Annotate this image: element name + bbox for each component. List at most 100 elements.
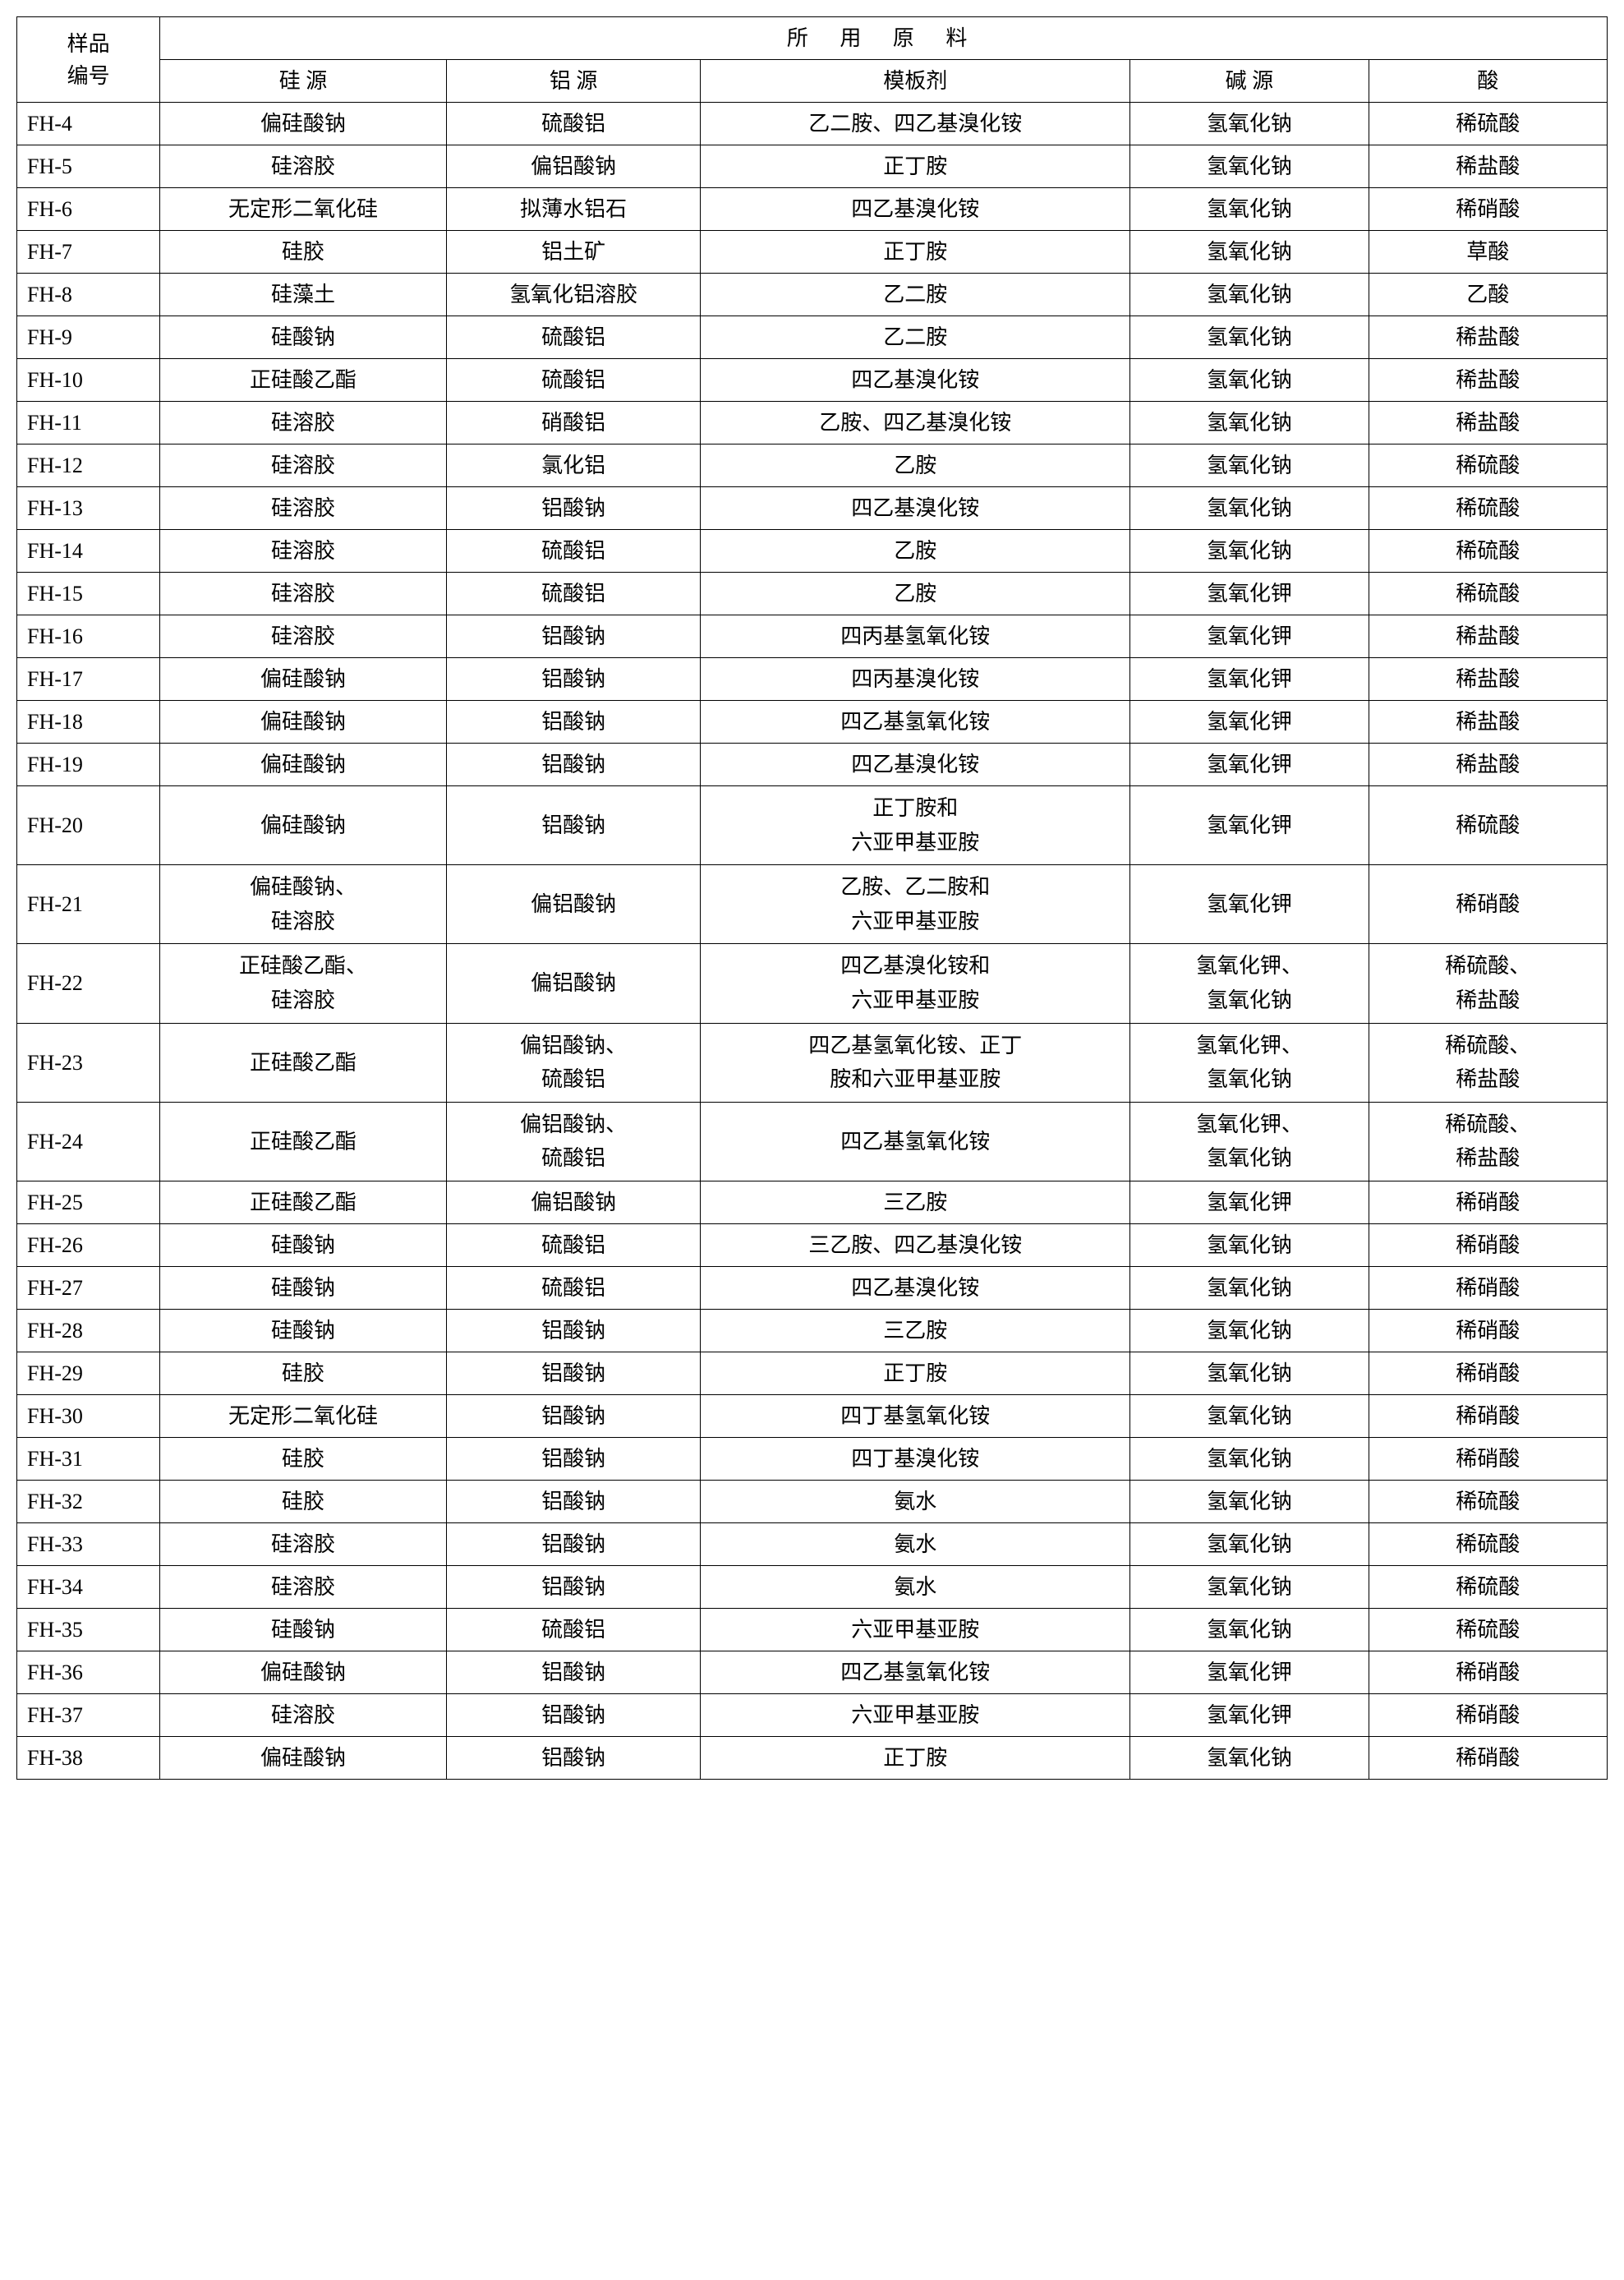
header-sample-line1: 样品 xyxy=(67,32,110,56)
cell-acid: 稀盐酸 xyxy=(1369,658,1607,701)
table-row: FH-26硅酸钠硫酸铝三乙胺、四乙基溴化铵氢氧化钠稀硝酸 xyxy=(17,1223,1608,1266)
cell-al-source: 铝酸钠 xyxy=(446,1480,701,1522)
cell-template: 六亚甲基亚胺 xyxy=(701,1608,1130,1651)
cell-acid: 稀盐酸 xyxy=(1369,145,1607,188)
cell-base-source: 氢氧化钾 xyxy=(1130,865,1369,944)
cell-template: 四乙基溴化铵和六亚甲基亚胺 xyxy=(701,944,1130,1023)
table-row: FH-21偏硅酸钠、硅溶胶偏铝酸钠乙胺、乙二胺和六亚甲基亚胺氢氧化钾稀硝酸 xyxy=(17,865,1608,944)
cell-acid-line: 稀硫酸、 xyxy=(1445,954,1530,978)
cell-acid: 稀盐酸 xyxy=(1369,744,1607,786)
cell-base-source: 氢氧化钾 xyxy=(1130,1693,1369,1736)
cell-sample-id: FH-17 xyxy=(17,658,160,701)
cell-si-source: 硅溶胶 xyxy=(160,1522,446,1565)
header-sample-line2: 编号 xyxy=(67,64,110,88)
cell-acid: 稀盐酸 xyxy=(1369,316,1607,359)
cell-base-source: 氢氧化钾 xyxy=(1130,615,1369,658)
table-row: FH-9硅酸钠硫酸铝乙二胺氢氧化钠稀盐酸 xyxy=(17,316,1608,359)
cell-base-source: 氢氧化钾、氢氧化钠 xyxy=(1130,1023,1369,1102)
table-row: FH-10正硅酸乙酯硫酸铝四乙基溴化铵氢氧化钠稀盐酸 xyxy=(17,359,1608,402)
cell-al-source: 铝酸钠 xyxy=(446,786,701,865)
cell-template: 三乙胺、四乙基溴化铵 xyxy=(701,1223,1130,1266)
cell-acid-line: 稀盐酸 xyxy=(1456,1067,1520,1091)
cell-template: 四丙基溴化铵 xyxy=(701,658,1130,701)
cell-template-line: 胺和六亚甲基亚胺 xyxy=(830,1067,1001,1091)
table-row: FH-18偏硅酸钠铝酸钠四乙基氢氧化铵氢氧化钾稀盐酸 xyxy=(17,701,1608,744)
cell-si-source: 硅胶 xyxy=(160,231,446,274)
table-row: FH-35硅酸钠硫酸铝六亚甲基亚胺氢氧化钠稀硫酸 xyxy=(17,1608,1608,1651)
cell-acid: 稀硫酸 xyxy=(1369,103,1607,145)
cell-template: 四丁基溴化铵 xyxy=(701,1437,1130,1480)
cell-sample-id: FH-7 xyxy=(17,231,160,274)
cell-sample-id: FH-10 xyxy=(17,359,160,402)
cell-base-source-line: 氢氧化钠 xyxy=(1207,1067,1292,1091)
cell-template: 六亚甲基亚胺 xyxy=(701,1693,1130,1736)
cell-si-source: 正硅酸乙酯 xyxy=(160,359,446,402)
cell-acid: 稀硫酸 xyxy=(1369,786,1607,865)
table-body: FH-4偏硅酸钠硫酸铝乙二胺、四乙基溴化铵氢氧化钠稀硫酸FH-5硅溶胶偏铝酸钠正… xyxy=(17,103,1608,1780)
cell-acid: 稀盐酸 xyxy=(1369,615,1607,658)
table-row: FH-17偏硅酸钠铝酸钠四丙基溴化铵氢氧化钾稀盐酸 xyxy=(17,658,1608,701)
cell-al-source-line: 硫酸铝 xyxy=(541,1146,605,1170)
cell-acid: 稀盐酸 xyxy=(1369,359,1607,402)
table-row: FH-5硅溶胶偏铝酸钠正丁胺氢氧化钠稀盐酸 xyxy=(17,145,1608,188)
cell-acid: 稀硫酸 xyxy=(1369,1608,1607,1651)
cell-sample-id: FH-13 xyxy=(17,487,160,530)
cell-sample-id: FH-6 xyxy=(17,188,160,231)
cell-si-source: 偏硅酸钠 xyxy=(160,1736,446,1779)
cell-si-source-line: 硅溶胶 xyxy=(271,988,335,1012)
cell-al-source: 硫酸铝 xyxy=(446,573,701,615)
table-row: FH-22正硅酸乙酯、硅溶胶偏铝酸钠四乙基溴化铵和六亚甲基亚胺氢氧化钾、氢氧化钠… xyxy=(17,944,1608,1023)
cell-acid: 稀硝酸 xyxy=(1369,1437,1607,1480)
cell-template: 正丁胺 xyxy=(701,231,1130,274)
cell-si-source: 硅酸钠 xyxy=(160,1309,446,1352)
cell-sample-id: FH-15 xyxy=(17,573,160,615)
cell-template: 三乙胺 xyxy=(701,1181,1130,1223)
cell-acid: 稀硫酸 xyxy=(1369,573,1607,615)
cell-sample-id: FH-30 xyxy=(17,1394,160,1437)
cell-al-source: 铝酸钠 xyxy=(446,1736,701,1779)
cell-al-source: 铝酸钠 xyxy=(446,1352,701,1394)
cell-si-source: 硅酸钠 xyxy=(160,1266,446,1309)
cell-al-source: 铝酸钠 xyxy=(446,1437,701,1480)
cell-sample-id: FH-38 xyxy=(17,1736,160,1779)
table-row: FH-13硅溶胶铝酸钠四乙基溴化铵氢氧化钠稀硫酸 xyxy=(17,487,1608,530)
cell-sample-id: FH-36 xyxy=(17,1651,160,1693)
cell-base-source: 氢氧化钠 xyxy=(1130,1522,1369,1565)
cell-base-source: 氢氧化钠 xyxy=(1130,1309,1369,1352)
cell-base-source: 氢氧化钾 xyxy=(1130,744,1369,786)
cell-sample-id: FH-24 xyxy=(17,1102,160,1181)
header-materials: 所 用 原 料 xyxy=(160,17,1608,60)
cell-al-source-line: 偏铝酸钠、 xyxy=(520,1112,627,1136)
table-row: FH-30无定形二氧化硅铝酸钠四丁基氢氧化铵氢氧化钠稀硝酸 xyxy=(17,1394,1608,1437)
cell-base-source-line: 氢氧化钠 xyxy=(1207,988,1292,1012)
cell-acid: 稀硫酸、稀盐酸 xyxy=(1369,944,1607,1023)
cell-acid: 稀硫酸 xyxy=(1369,444,1607,487)
cell-sample-id: FH-32 xyxy=(17,1480,160,1522)
cell-al-source: 铝酸钠 xyxy=(446,1693,701,1736)
table-row: FH-33硅溶胶铝酸钠氨水氢氧化钠稀硫酸 xyxy=(17,1522,1608,1565)
cell-si-source: 硅溶胶 xyxy=(160,145,446,188)
cell-template: 乙二胺 xyxy=(701,274,1130,316)
cell-acid: 稀硫酸、稀盐酸 xyxy=(1369,1023,1607,1102)
cell-acid: 稀硝酸 xyxy=(1369,1352,1607,1394)
cell-base-source-line: 氢氧化钾、 xyxy=(1196,1034,1303,1057)
cell-si-source: 正硅酸乙酯 xyxy=(160,1102,446,1181)
cell-al-source: 硫酸铝 xyxy=(446,1608,701,1651)
cell-template: 四乙基溴化铵 xyxy=(701,188,1130,231)
cell-template: 四丙基氢氧化铵 xyxy=(701,615,1130,658)
cell-base-source-line: 氢氧化钾、 xyxy=(1196,1112,1303,1136)
cell-si-source: 正硅酸乙酯 xyxy=(160,1023,446,1102)
cell-acid: 稀硫酸 xyxy=(1369,1565,1607,1608)
cell-base-source: 氢氧化钠 xyxy=(1130,359,1369,402)
cell-sample-id: FH-12 xyxy=(17,444,160,487)
cell-acid: 稀盐酸 xyxy=(1369,402,1607,444)
cell-si-source: 偏硅酸钠 xyxy=(160,701,446,744)
table-row: FH-23正硅酸乙酯偏铝酸钠、硫酸铝四乙基氢氧化铵、正丁胺和六亚甲基亚胺氢氧化钾… xyxy=(17,1023,1608,1102)
cell-sample-id: FH-31 xyxy=(17,1437,160,1480)
cell-base-source: 氢氧化钠 xyxy=(1130,103,1369,145)
cell-acid: 稀硫酸、稀盐酸 xyxy=(1369,1102,1607,1181)
cell-base-source: 氢氧化钠 xyxy=(1130,1565,1369,1608)
cell-template: 乙胺 xyxy=(701,444,1130,487)
cell-al-source: 铝酸钠 xyxy=(446,744,701,786)
cell-sample-id: FH-26 xyxy=(17,1223,160,1266)
